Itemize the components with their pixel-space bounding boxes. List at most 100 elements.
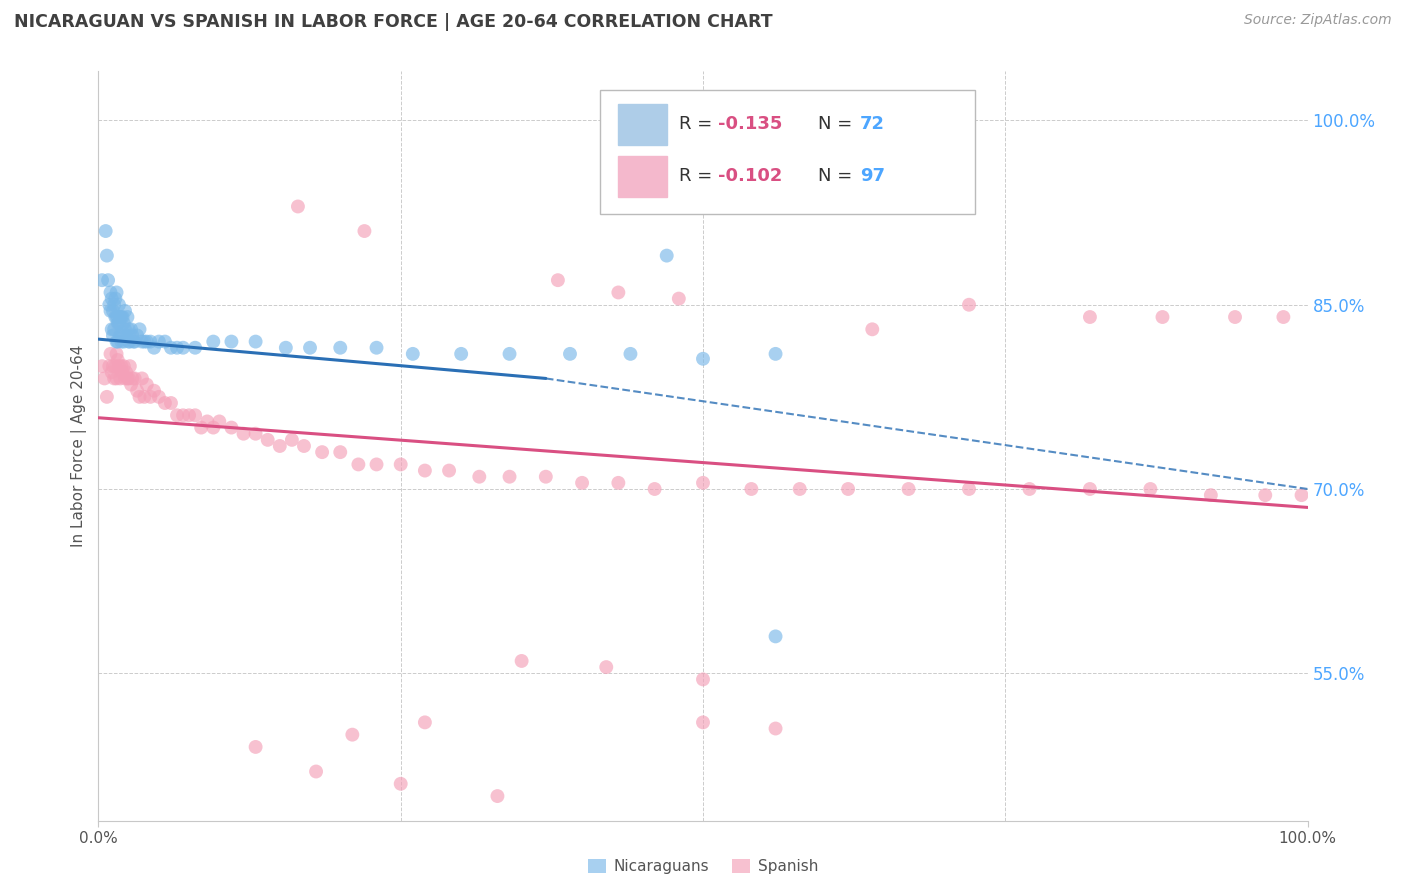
Point [245, 334, 267, 349]
Point [118, 334, 141, 349]
Point [789, 482, 811, 496]
Point [245, 739, 267, 754]
Point [148, 390, 170, 404]
Point [957, 482, 980, 496]
Point [108, 371, 131, 385]
Point [118, 334, 141, 349]
Point [104, 292, 127, 306]
Point [595, 660, 617, 674]
Point [607, 475, 630, 490]
Point [100, 365, 122, 379]
Point [107, 310, 129, 324]
Point [114, 304, 136, 318]
Point [311, 445, 333, 459]
Point [100, 304, 122, 318]
Point [329, 445, 352, 459]
Point [644, 482, 666, 496]
Point [692, 673, 714, 687]
Point [342, 728, 364, 742]
Point [1291, 488, 1313, 502]
Point [305, 764, 328, 779]
Point [122, 334, 145, 349]
Point [607, 175, 630, 189]
Point [108, 316, 131, 330]
Point [107, 353, 129, 368]
Point [153, 396, 176, 410]
Point [765, 347, 787, 361]
Point [498, 469, 520, 483]
Point [329, 341, 352, 355]
Point [195, 414, 218, 428]
Point [96, 249, 118, 263]
Point [221, 420, 243, 434]
Text: 72: 72 [860, 115, 886, 133]
Point [468, 469, 491, 483]
Point [160, 341, 183, 355]
Point [558, 347, 581, 361]
Point [127, 384, 149, 398]
Point [245, 426, 267, 441]
Point [571, 475, 593, 490]
Point [274, 341, 297, 355]
Point [1254, 488, 1277, 502]
Point [692, 475, 714, 490]
Point [221, 334, 243, 349]
Point [121, 371, 143, 385]
Point [134, 334, 156, 349]
Point [118, 359, 141, 373]
Point [765, 722, 787, 736]
Point [103, 322, 125, 336]
Point [160, 396, 183, 410]
Point [299, 341, 322, 355]
Point [103, 298, 125, 312]
Point [437, 464, 460, 478]
Point [366, 458, 388, 472]
Point [97, 273, 120, 287]
Point [486, 789, 509, 803]
Text: N =: N = [818, 115, 858, 133]
Point [108, 310, 131, 324]
Point [860, 322, 883, 336]
Point [179, 409, 201, 423]
Point [114, 322, 136, 336]
Point [498, 347, 520, 361]
Point [389, 458, 412, 472]
Point [134, 390, 156, 404]
Point [450, 347, 472, 361]
Point [101, 328, 124, 343]
Point [281, 433, 304, 447]
Point [692, 715, 714, 730]
Point [413, 715, 436, 730]
Point [166, 341, 188, 355]
Point [117, 310, 139, 324]
Point [105, 334, 128, 349]
Point [100, 292, 122, 306]
Point [172, 341, 194, 355]
FancyBboxPatch shape [600, 90, 976, 214]
Point [208, 414, 231, 428]
Point [98, 298, 121, 312]
Point [105, 371, 128, 385]
Point [1139, 482, 1161, 496]
Point [100, 285, 122, 300]
Point [114, 371, 136, 385]
Point [1272, 310, 1295, 324]
Point [402, 347, 425, 361]
Point [115, 328, 138, 343]
Legend: Nicaraguans, Spanish: Nicaraguans, Spanish [582, 853, 824, 880]
Text: N =: N = [818, 168, 858, 186]
Point [1078, 310, 1101, 324]
Point [413, 464, 436, 478]
Point [292, 439, 315, 453]
Point [534, 469, 557, 483]
Point [510, 654, 533, 668]
Point [153, 334, 176, 349]
Point [389, 777, 412, 791]
Point [105, 285, 128, 300]
FancyBboxPatch shape [619, 103, 666, 145]
Point [1018, 482, 1040, 496]
Point [112, 334, 135, 349]
Point [111, 328, 134, 343]
Point [269, 439, 291, 453]
Point [118, 371, 141, 385]
